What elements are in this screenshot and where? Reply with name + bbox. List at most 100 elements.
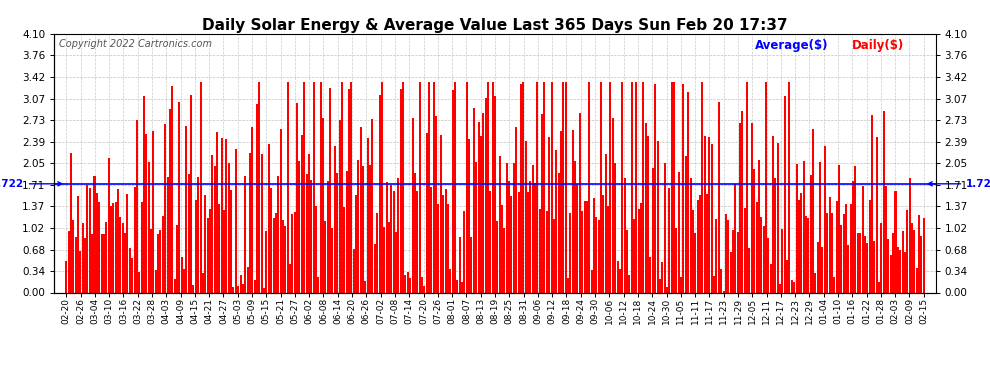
Bar xyxy=(364,280,366,292)
Bar xyxy=(400,89,402,292)
Bar xyxy=(378,95,380,292)
Bar xyxy=(822,247,824,292)
Bar xyxy=(344,207,346,292)
Bar xyxy=(626,230,628,292)
Bar xyxy=(381,82,383,292)
Bar xyxy=(668,188,670,292)
Bar xyxy=(697,200,699,292)
Bar xyxy=(65,261,67,292)
Bar xyxy=(164,124,166,292)
Text: Daily($): Daily($) xyxy=(851,39,904,52)
Bar xyxy=(494,96,496,292)
Bar xyxy=(136,120,138,292)
Bar xyxy=(197,177,199,292)
Bar xyxy=(374,244,376,292)
Bar xyxy=(161,216,163,292)
Bar xyxy=(395,232,397,292)
Bar xyxy=(815,273,817,292)
Bar xyxy=(96,193,98,292)
Bar xyxy=(842,214,844,292)
Bar xyxy=(446,204,448,292)
Bar xyxy=(880,223,882,292)
Bar xyxy=(465,82,467,292)
Bar xyxy=(308,154,310,292)
Bar xyxy=(482,113,484,292)
Bar xyxy=(793,282,795,292)
Bar xyxy=(320,82,322,292)
Bar xyxy=(682,84,684,292)
Bar xyxy=(397,178,399,292)
Bar xyxy=(409,278,411,292)
Bar xyxy=(504,228,506,292)
Bar xyxy=(289,264,291,292)
Bar xyxy=(525,141,527,292)
Title: Daily Solar Energy & Average Value Last 365 Days Sun Feb 20 17:37: Daily Solar Energy & Average Value Last … xyxy=(202,18,788,33)
Bar xyxy=(518,192,520,292)
Bar xyxy=(339,120,341,292)
Bar xyxy=(508,181,510,292)
Bar xyxy=(861,186,863,292)
Bar xyxy=(784,96,786,292)
Bar xyxy=(831,213,833,292)
Bar xyxy=(819,162,821,292)
Bar xyxy=(878,282,880,292)
Bar xyxy=(242,284,244,292)
Bar xyxy=(449,269,451,292)
Bar xyxy=(334,146,336,292)
Text: 1.722: 1.722 xyxy=(928,179,990,189)
Bar xyxy=(171,86,173,292)
Text: Copyright 2022 Cartronics.com: Copyright 2022 Cartronics.com xyxy=(58,39,212,49)
Bar xyxy=(70,153,72,292)
Bar xyxy=(631,82,633,292)
Bar xyxy=(827,213,829,292)
Bar xyxy=(586,201,588,292)
Bar xyxy=(680,278,682,292)
Bar xyxy=(238,286,240,292)
Bar xyxy=(748,248,750,292)
Bar xyxy=(649,256,651,292)
Bar xyxy=(318,277,320,292)
Bar xyxy=(419,82,421,292)
Bar xyxy=(713,276,715,292)
Bar xyxy=(272,217,274,292)
Bar xyxy=(755,202,757,292)
Bar xyxy=(245,177,247,292)
Bar xyxy=(572,130,574,292)
Bar xyxy=(711,144,713,292)
Bar xyxy=(838,165,840,292)
Bar xyxy=(638,209,640,292)
Bar xyxy=(602,195,604,292)
Bar xyxy=(534,183,536,292)
Bar xyxy=(188,174,190,292)
Bar xyxy=(788,82,790,292)
Bar xyxy=(347,89,349,292)
Bar xyxy=(84,238,86,292)
Bar xyxy=(166,177,168,292)
Bar xyxy=(93,176,95,292)
Bar xyxy=(461,282,463,292)
Bar xyxy=(270,189,272,292)
Bar xyxy=(859,233,861,292)
Bar xyxy=(574,161,576,292)
Bar xyxy=(219,204,221,292)
Bar xyxy=(636,82,638,292)
Bar xyxy=(211,155,213,292)
Bar xyxy=(583,201,585,292)
Bar xyxy=(192,285,194,292)
Bar xyxy=(753,170,755,292)
Bar xyxy=(451,90,453,292)
Bar xyxy=(435,116,438,292)
Bar xyxy=(849,204,851,292)
Bar xyxy=(873,241,875,292)
Bar xyxy=(720,269,722,292)
Bar xyxy=(810,176,812,292)
Bar xyxy=(148,162,149,292)
Bar xyxy=(110,206,112,292)
Bar xyxy=(779,284,781,292)
Bar xyxy=(265,231,267,292)
Bar xyxy=(544,82,545,292)
Bar xyxy=(769,264,771,292)
Bar xyxy=(454,82,456,292)
Bar xyxy=(72,220,74,292)
Bar xyxy=(817,242,819,292)
